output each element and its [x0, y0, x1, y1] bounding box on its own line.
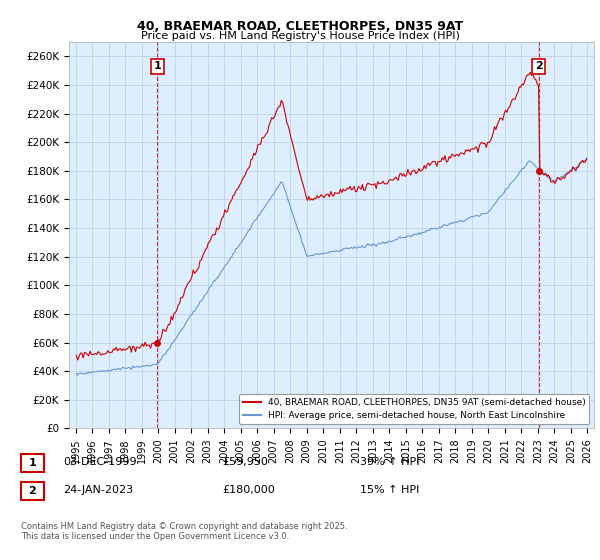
Text: £180,000: £180,000 — [222, 485, 275, 495]
Text: 1: 1 — [154, 62, 161, 71]
Text: Contains HM Land Registry data © Crown copyright and database right 2025.
This d: Contains HM Land Registry data © Crown c… — [21, 522, 347, 542]
Text: 24-JAN-2023: 24-JAN-2023 — [63, 485, 133, 495]
Text: 39% ↑ HPI: 39% ↑ HPI — [360, 457, 419, 467]
Legend: 40, BRAEMAR ROAD, CLEETHORPES, DN35 9AT (semi-detached house), HPI: Average pric: 40, BRAEMAR ROAD, CLEETHORPES, DN35 9AT … — [239, 394, 589, 424]
Text: £59,950: £59,950 — [222, 457, 268, 467]
Text: Price paid vs. HM Land Registry's House Price Index (HPI): Price paid vs. HM Land Registry's House … — [140, 31, 460, 41]
Text: 15% ↑ HPI: 15% ↑ HPI — [360, 485, 419, 495]
Text: 1: 1 — [29, 458, 36, 468]
Text: 40, BRAEMAR ROAD, CLEETHORPES, DN35 9AT: 40, BRAEMAR ROAD, CLEETHORPES, DN35 9AT — [137, 20, 463, 32]
Text: 2: 2 — [29, 486, 36, 496]
Text: 2: 2 — [535, 62, 542, 71]
Text: 03-DEC-1999: 03-DEC-1999 — [63, 457, 137, 467]
